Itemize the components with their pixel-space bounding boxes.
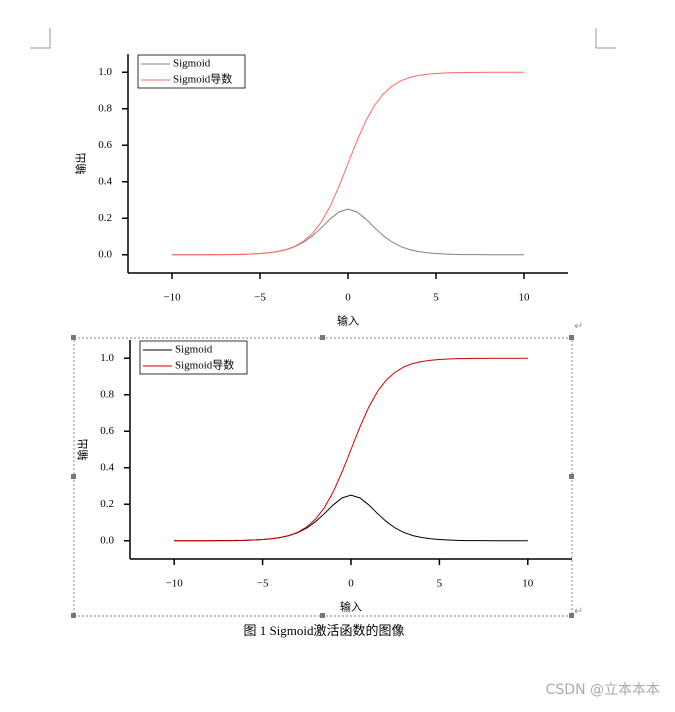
x-tick-label: −10: [166, 578, 184, 590]
x-tick-label: 10: [522, 578, 534, 590]
x-tick-label: 10: [519, 292, 531, 304]
x-tick-label: 0: [348, 578, 354, 590]
y-tick-label: 0.2: [100, 498, 114, 510]
legend-box: [139, 340, 248, 375]
x-tick-label: 0: [345, 292, 351, 304]
y-tick-label: 0.4: [100, 461, 114, 473]
paragraph-mark: ↵: [574, 321, 583, 333]
legend-label: Sigmoid: [173, 58, 211, 70]
y-axis-label: 输出: [76, 439, 90, 461]
legend-label: Sigmoid导数: [173, 73, 232, 86]
y-tick-label: 0.6: [100, 425, 114, 437]
caption: 图 1 Sigmoid激活函数的图像: [243, 623, 404, 638]
x-axis-label: 输入: [337, 314, 359, 328]
legend-label: Sigmoid: [175, 344, 213, 356]
y-tick-label: 0.4: [98, 175, 112, 187]
x-tick-label: −5: [254, 292, 266, 304]
page-corner-marks: [30, 28, 616, 49]
y-tick-label: 0.0: [100, 534, 114, 546]
y-tick-label: 1.0: [98, 66, 112, 78]
y-tick-label: 0.8: [98, 102, 112, 114]
series-line: [172, 208, 524, 256]
legend-box: [137, 54, 246, 89]
series-line: [174, 494, 528, 542]
legend-label: Sigmoid导数: [175, 359, 234, 372]
x-tick-label: −5: [257, 578, 269, 590]
selection-frame[interactable]: [73, 337, 573, 617]
paragraph-mark: ↵: [574, 606, 583, 618]
y-tick-label: 0.0: [98, 248, 112, 260]
selection-handles[interactable]: [71, 335, 574, 618]
y-tick-label: 0.2: [98, 212, 112, 224]
x-tick-label: −10: [163, 292, 181, 304]
y-axis-label: 输出: [74, 153, 88, 175]
watermark: CSDN @立本本本: [546, 682, 660, 698]
y-tick-label: 0.8: [100, 388, 114, 400]
series-line: [174, 357, 528, 542]
y-tick-label: 0.6: [98, 139, 112, 151]
x-tick-label: 5: [433, 292, 439, 304]
x-axis-label: 输入: [340, 600, 362, 614]
x-tick-label: 5: [437, 578, 443, 590]
y-tick-label: 1.0: [100, 352, 114, 364]
series-line: [172, 71, 524, 256]
